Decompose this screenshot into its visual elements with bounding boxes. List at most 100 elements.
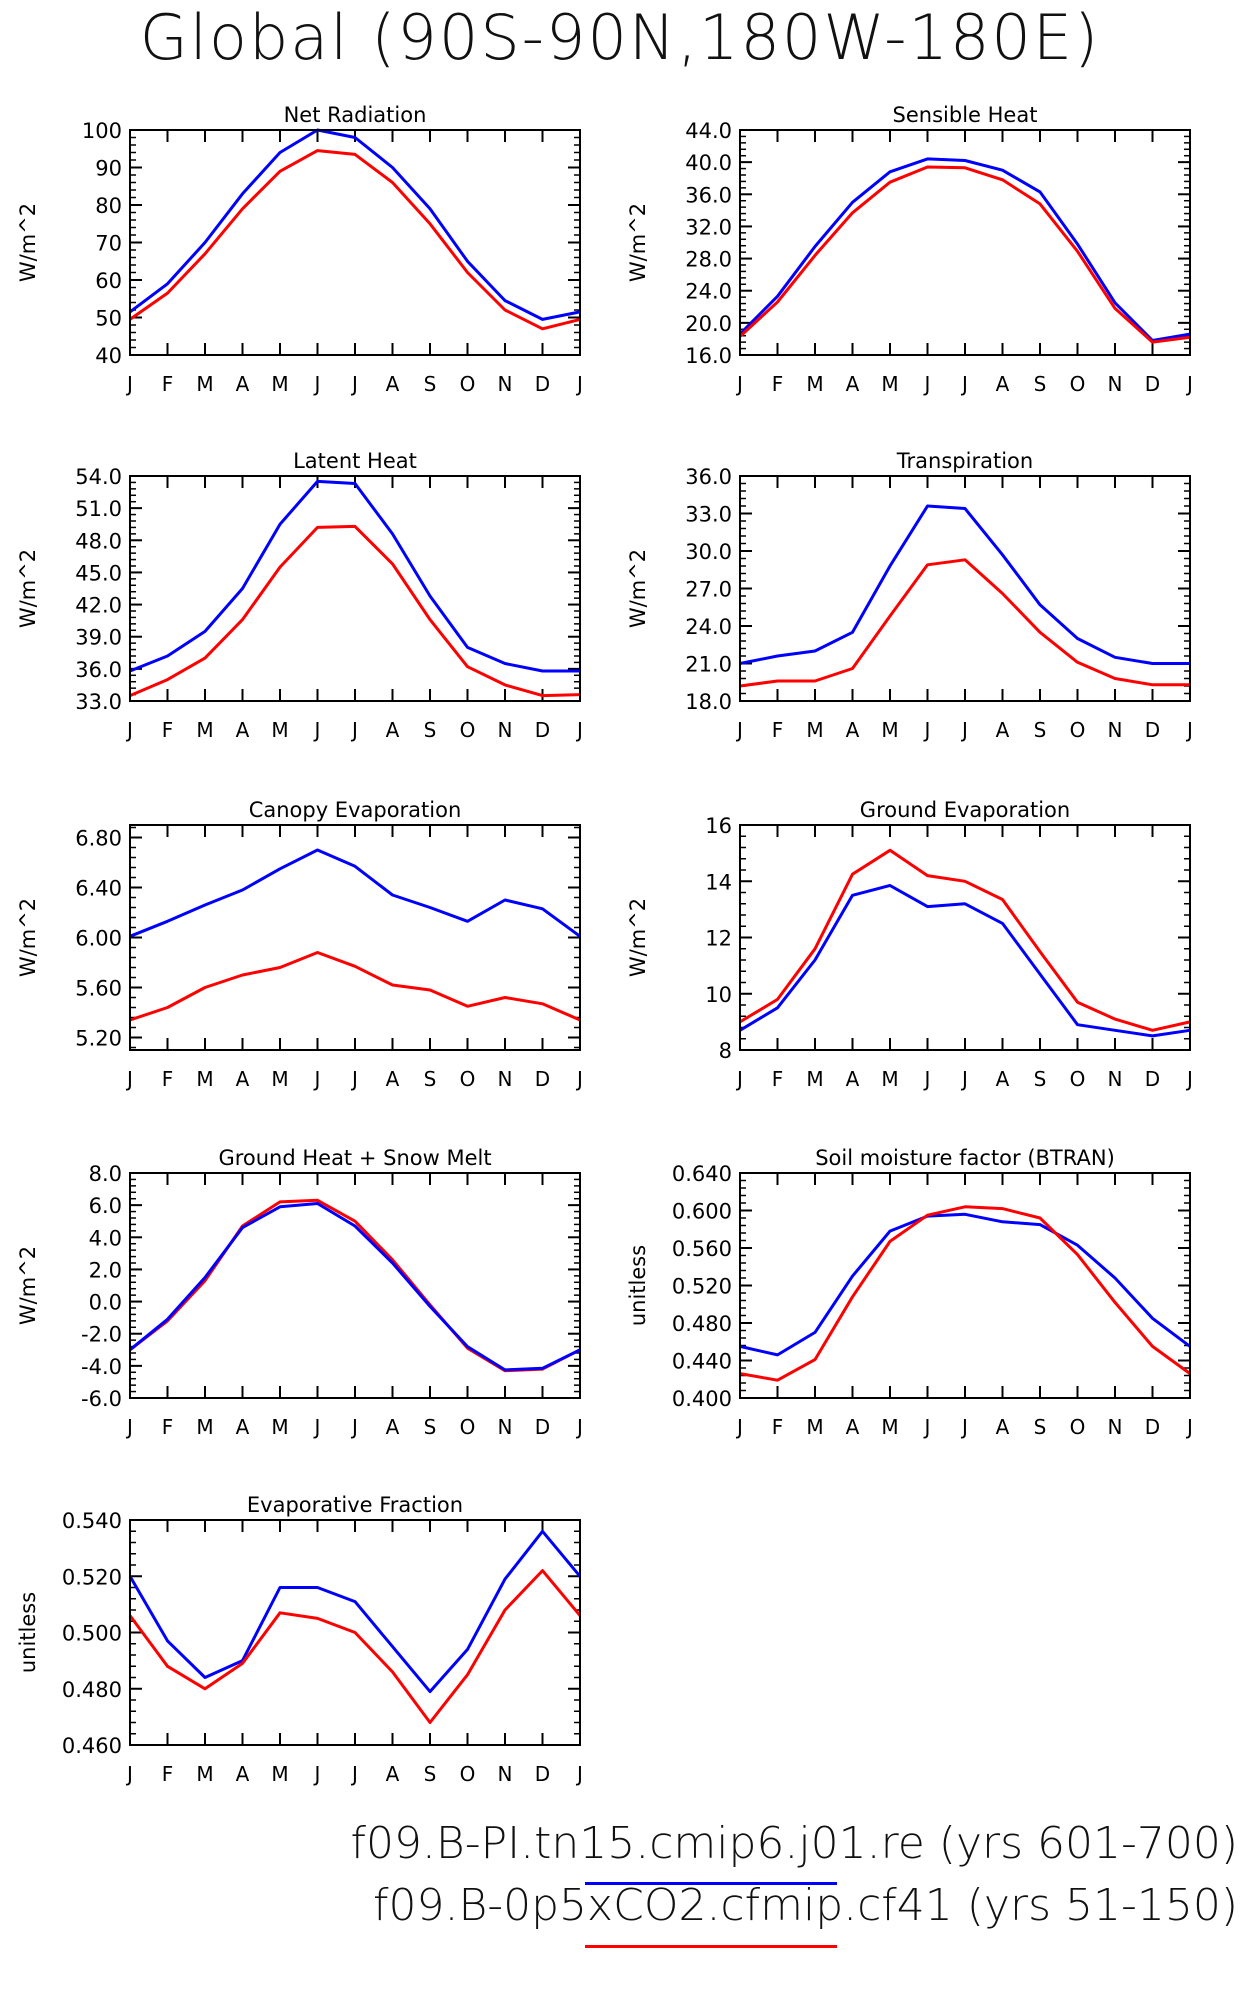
chart-panel-4: Transpiration W/m^2 18.0 21.0 24.0 27.0 30.0 33… bbox=[626, 449, 1193, 742]
y-tick-label: 0.460 bbox=[62, 1734, 122, 1758]
y-tick-label: 80 bbox=[95, 194, 122, 218]
x-tick-label: A bbox=[386, 1067, 400, 1091]
y-tick-label: 45.0 bbox=[75, 561, 122, 585]
plot-frame bbox=[129, 475, 581, 702]
x-tick-label: M bbox=[881, 718, 898, 742]
x-tick-label: J bbox=[923, 1067, 931, 1091]
x-tick-label: J bbox=[313, 1415, 321, 1439]
y-tick-label: 6.00 bbox=[75, 927, 122, 951]
y-tick-label: 6.40 bbox=[75, 877, 122, 901]
chart-title: Canopy Evaporation bbox=[249, 798, 462, 822]
y-tick-label: 0.640 bbox=[672, 1162, 732, 1186]
x-tick-label: N bbox=[1108, 718, 1123, 742]
x-tick-label: O bbox=[460, 1067, 476, 1091]
y-tick-label: 36.0 bbox=[685, 183, 732, 207]
x-tick-label: F bbox=[162, 1415, 174, 1439]
y-tick-label: 39.0 bbox=[75, 626, 122, 650]
x-tick-label: J bbox=[350, 1762, 358, 1786]
series-line-1 bbox=[129, 479, 580, 673]
x-tick-label: F bbox=[162, 718, 174, 742]
series-line-2 bbox=[129, 524, 581, 698]
x-tick-label: A bbox=[846, 1415, 860, 1439]
x-tick-label: N bbox=[1108, 1067, 1123, 1091]
y-tick-label: 36.0 bbox=[75, 658, 122, 682]
x-tick-label: J bbox=[960, 372, 968, 396]
x-tick-label: S bbox=[424, 718, 437, 742]
x-tick-label: A bbox=[996, 1415, 1010, 1439]
plot-frame bbox=[739, 129, 1191, 356]
chart-panel-3: Latent Heat W/m^2 33.0 36.0 39.0 42.0 45.0 48.0… bbox=[16, 449, 583, 742]
chart-title: Transpiration bbox=[896, 449, 1033, 473]
x-tick-label: A bbox=[996, 372, 1010, 396]
plot-frame bbox=[129, 1519, 581, 1746]
x-tick-label: O bbox=[1070, 1415, 1086, 1439]
x-tick-label: A bbox=[236, 372, 250, 396]
x-tick-label: F bbox=[162, 1067, 174, 1091]
x-tick-label: M bbox=[806, 1067, 823, 1091]
y-axis-label: W/m^2 bbox=[16, 898, 40, 977]
y-tick-label: 0.480 bbox=[62, 1678, 122, 1702]
legend-line-experiment bbox=[585, 1945, 837, 1948]
x-tick-label: D bbox=[535, 1067, 550, 1091]
y-tick-label: 0.500 bbox=[62, 1622, 122, 1646]
x-tick-label: D bbox=[1145, 1415, 1160, 1439]
x-tick-label: J bbox=[923, 718, 931, 742]
y-tick-label: 5.20 bbox=[75, 1027, 122, 1051]
chart-title: Ground Evaporation bbox=[860, 798, 1070, 822]
x-tick-label: N bbox=[1108, 1415, 1123, 1439]
x-tick-label: J bbox=[1185, 1067, 1193, 1091]
chart-panel-2: Sensible Heat W/m^2 16.0 20.0 24.0 28.0 32.0 36… bbox=[626, 103, 1193, 396]
y-axis-label: W/m^2 bbox=[16, 549, 40, 628]
x-tick-label: S bbox=[424, 1067, 437, 1091]
x-tick-label: J bbox=[735, 372, 743, 396]
plot-frame bbox=[739, 824, 1191, 1051]
x-tick-label: F bbox=[162, 1762, 174, 1786]
y-tick-label: 27.0 bbox=[685, 578, 732, 602]
x-tick-label: S bbox=[1034, 718, 1047, 742]
y-tick-label: 10 bbox=[705, 983, 732, 1007]
y-tick-label: 21.0 bbox=[685, 653, 732, 677]
x-tick-label: D bbox=[535, 1415, 550, 1439]
y-tick-label: 12 bbox=[705, 927, 732, 951]
x-tick-label: M bbox=[196, 718, 213, 742]
x-tick-label: J bbox=[923, 372, 931, 396]
y-tick-label: 16 bbox=[705, 814, 732, 838]
series-line-2 bbox=[128, 1569, 582, 1724]
y-tick-label: 24.0 bbox=[685, 615, 732, 639]
chart-panel-5: Canopy Evaporation W/m^2 5.20 5.60 6.00 6.40 6… bbox=[16, 798, 583, 1091]
y-tick-label: 6.0 bbox=[89, 1194, 122, 1218]
y-tick-label: 40.0 bbox=[685, 151, 732, 175]
y-axis-label: W/m^2 bbox=[16, 203, 40, 282]
x-tick-label: D bbox=[535, 1762, 550, 1786]
x-tick-label: A bbox=[236, 718, 250, 742]
x-tick-label: A bbox=[846, 718, 860, 742]
x-tick-label: J bbox=[125, 718, 133, 742]
x-tick-label: A bbox=[996, 1067, 1010, 1091]
series-line-1 bbox=[738, 157, 1191, 342]
plot-frame bbox=[739, 475, 1191, 702]
x-tick-label: M bbox=[881, 1067, 898, 1091]
y-axis-label: W/m^2 bbox=[626, 898, 650, 977]
y-tick-label: 42.0 bbox=[75, 594, 122, 618]
x-tick-label: A bbox=[996, 718, 1010, 742]
x-tick-label: M bbox=[271, 1762, 288, 1786]
y-tick-label: 28.0 bbox=[685, 248, 732, 272]
x-tick-label: J bbox=[350, 1415, 358, 1439]
series-line-2 bbox=[129, 1202, 581, 1372]
x-tick-label: A bbox=[846, 1067, 860, 1091]
series-line-1 bbox=[739, 1212, 1191, 1357]
x-tick-label: O bbox=[460, 1762, 476, 1786]
y-tick-label: 40 bbox=[95, 344, 122, 368]
y-tick-label: 32.0 bbox=[685, 215, 732, 239]
x-tick-label: N bbox=[498, 1067, 513, 1091]
y-tick-label: 5.60 bbox=[75, 977, 122, 1001]
x-tick-label: S bbox=[1034, 1415, 1047, 1439]
x-tick-label: M bbox=[196, 1762, 213, 1786]
x-tick-label: J bbox=[575, 372, 583, 396]
x-tick-label: A bbox=[236, 1415, 250, 1439]
x-tick-label: M bbox=[196, 1067, 213, 1091]
x-tick-label: M bbox=[881, 1415, 898, 1439]
y-tick-label: 16.0 bbox=[685, 344, 732, 368]
